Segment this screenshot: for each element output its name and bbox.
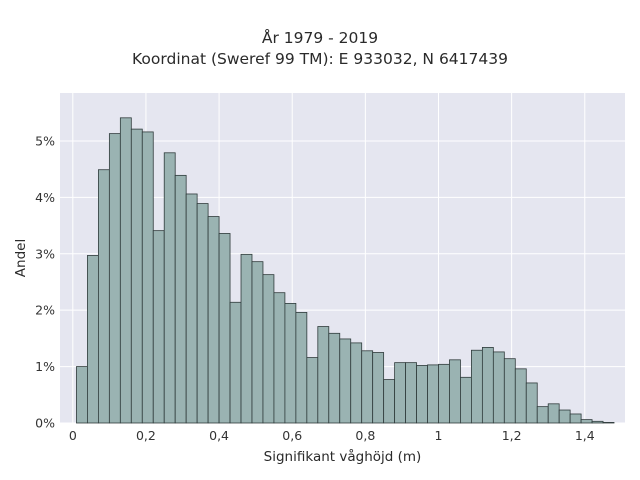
histogram-bar [427, 364, 439, 424]
histogram-bar [460, 376, 472, 424]
histogram-bar [558, 409, 571, 424]
x-tick-label: 0,2 [136, 428, 156, 443]
histogram-bar [295, 312, 308, 424]
x-tick-label: 0 [69, 428, 77, 443]
histogram-bar [492, 351, 505, 424]
x-tick-label: 0,6 [282, 428, 302, 443]
histogram-bar [306, 357, 319, 424]
x-tick-labels: 0 0,2 0,4 0,6 0,8 1 1,2 1,4 [69, 428, 595, 443]
histogram-bar [229, 301, 242, 424]
histogram-bar [361, 350, 374, 424]
histogram-bar [536, 406, 549, 424]
histogram-bar [284, 303, 297, 424]
histogram-bar [569, 413, 582, 424]
y-axis-label: Andel [13, 239, 29, 277]
histogram-bar [317, 326, 330, 424]
histogram-bar [394, 362, 406, 424]
histogram-bar [438, 363, 450, 424]
x-tick-label: 0,8 [355, 428, 375, 443]
histogram-bar [240, 253, 253, 424]
histogram-bar [514, 368, 527, 424]
histogram-bar [471, 349, 483, 424]
chart-subtitle: Koordinat (Sweref 99 TM): E 933032, N 64… [132, 50, 508, 68]
histogram-bar [87, 255, 99, 424]
histogram-bar [591, 420, 604, 424]
histogram-bar [196, 203, 209, 424]
histogram-bar [416, 365, 428, 424]
histogram-bars [76, 117, 615, 424]
histogram-bar [339, 338, 352, 424]
x-tick-label: 1 [435, 428, 443, 443]
histogram-bar [580, 419, 593, 424]
histogram-bar [383, 379, 396, 424]
histogram-bar [207, 216, 220, 424]
histogram-bar [525, 382, 538, 424]
histogram-bar [602, 422, 615, 424]
histogram-bar [108, 133, 121, 424]
histogram-bar [503, 358, 516, 424]
x-tick-label: 0,4 [209, 428, 229, 443]
histogram-bar [547, 403, 560, 424]
histogram-bar [152, 230, 165, 424]
histogram-bar [328, 332, 341, 424]
histogram-bar [76, 366, 88, 424]
histogram-bar [218, 233, 231, 424]
histogram-bar [141, 131, 154, 424]
histogram-bar [130, 128, 143, 424]
histogram-bar [251, 261, 264, 424]
x-axis-label: Signifikant våghöjd (m) [264, 448, 422, 465]
histogram-bar [97, 169, 110, 424]
histogram-bar [174, 174, 187, 424]
histogram-bar [405, 362, 417, 424]
histogram-bar [273, 292, 286, 424]
x-tick-label: 1,2 [502, 428, 522, 443]
histogram-bar [119, 117, 132, 424]
histogram-bar [163, 152, 176, 424]
y-tick-label: 5% [35, 133, 55, 148]
histogram-bar [481, 347, 494, 424]
y-tick-label: 1% [35, 359, 55, 374]
y-tick-label: 3% [35, 246, 55, 261]
histogram-bar [449, 359, 461, 424]
chart-title: År 1979 - 2019 [261, 29, 379, 47]
y-tick-label: 2% [35, 303, 55, 318]
histogram-bar [185, 193, 198, 424]
y-tick-labels: 0% 1% 2% 3% 4% 5% [35, 133, 55, 430]
y-tick-label: 0% [35, 416, 55, 431]
histogram-bar [350, 342, 363, 424]
histogram-bar [372, 352, 385, 424]
x-tick-label: 1,4 [575, 428, 595, 443]
histogram-bar [262, 274, 275, 424]
y-tick-label: 4% [35, 190, 55, 205]
